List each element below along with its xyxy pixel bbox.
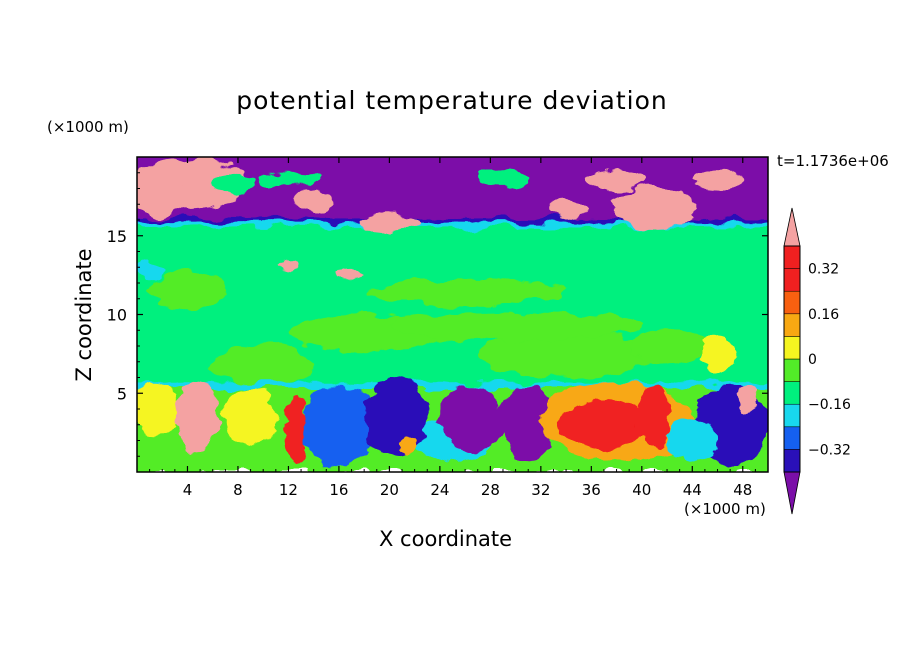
field-mid-green-patch [212,344,314,386]
field-upper-warm-patch [692,171,743,191]
field-inversion-cyan [137,382,768,389]
field-mid-cyan-patch [137,262,163,279]
time-label: t=1.1736e+06 [777,152,889,170]
field-boundary-warm-core [638,385,671,449]
colorbar-tick-label: 0.32 [808,262,839,278]
x-tick-label: 44 [683,481,702,499]
colorbar-segment [783,381,801,405]
x-axis-unit: (×1000 m) [684,500,766,518]
field-boundary-warm-core [559,399,649,450]
x-tick-label: 4 [183,481,193,499]
colorbar-segment [783,403,801,428]
field-boundary-warm-core [284,397,305,468]
colorbar-segment [783,449,801,473]
field-boundary-cell [222,388,279,446]
field-boundary-pink-plume [177,380,218,454]
field-boundary-cell [500,383,556,460]
x-tick-label: 20 [380,481,399,499]
colorbar-segment [783,336,801,360]
colorbar-segment [783,268,801,292]
colorbar-frame [783,245,801,473]
field-upper-warm-patch [585,168,649,191]
x-tick-label: 32 [531,481,550,499]
field-upper-green-patch [208,175,255,192]
field-upper-green-patch [477,171,529,187]
x-tick-label: 36 [582,481,601,499]
x-tick-label: 8 [233,481,243,499]
colorbar-tick-label: 0.16 [808,307,839,323]
field-boundary-orange-spot [398,432,419,455]
colorbar-segment [783,358,801,382]
x-tick-label: 40 [632,481,651,499]
x-axis-label: X coordinate [379,527,513,551]
y-tick-label: 5 [117,384,127,403]
x-tick-label: 24 [430,481,449,499]
colorbar-lower-extension [783,471,801,515]
y-ticks: 5 10 15 [107,172,768,457]
field-mid-warm-speck [279,257,298,271]
colorbar-segment [783,313,801,337]
x-tick-label: 16 [329,481,348,499]
colorbar-tick-label: −0.32 [808,442,851,458]
field-upper-green-patch [256,172,320,186]
colorbar-upper-extension [783,207,801,247]
field-mid-green-patch [629,328,705,364]
field-mid-green-patch [389,311,642,340]
field-boundary-pink-plume [737,385,761,417]
field-upper-warm-patch [294,188,333,211]
field-mid-green-patch [149,271,226,310]
field-upper-warm-patch [137,183,194,216]
field-upper-warm-patch [357,215,421,232]
field-boundary-cell [137,383,182,435]
field-tropopause-blue [137,215,768,224]
field-boundary-cell [667,420,718,461]
x-ticks: 4 8 12 16 20 24 28 32 36 40 44 48 [149,157,756,499]
field-mid-warm-speck [336,268,367,279]
field-tropopause-cyan [137,220,768,228]
field-mid-green-patch [364,278,567,304]
field-boundary-cell [439,382,503,452]
field-mid-yellow-patch [699,334,736,373]
colorbar: 0.32 0.16 0 −0.16 −0.32 [783,207,851,515]
colorbar-tick-label: −0.16 [808,397,851,413]
x-tick-label: 48 [733,481,752,499]
field-upper-warm-patch [614,186,695,228]
colorbar-segment [783,245,801,269]
field-upper-warm-patch [547,201,586,220]
x-tick-label: 28 [481,481,500,499]
field-mid-green-patch [477,331,655,376]
x-tick-label: 12 [279,481,298,499]
chart-title: potential temperature deviation [236,86,668,115]
heatmap-field [137,157,768,472]
y-axis-unit: (×1000 m) [47,118,129,136]
y-tick-label: 15 [107,227,127,246]
colorbar-tick-label: 0 [808,352,817,368]
colorbar-segment [783,426,801,450]
field-boundary-cell [301,383,377,466]
colorbar-segment [783,290,801,315]
y-tick-label: 10 [107,306,127,325]
